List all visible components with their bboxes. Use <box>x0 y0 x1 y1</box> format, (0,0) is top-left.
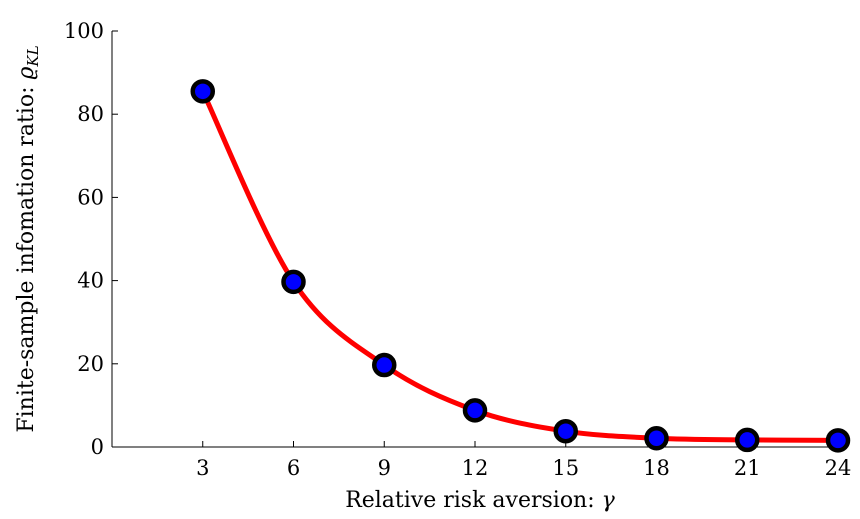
x-tick-label: 6 <box>287 456 300 480</box>
y-ticks: 0 20 40 60 80 100 <box>64 19 118 459</box>
y-tick-label: 80 <box>77 102 104 126</box>
x-tick-label: 3 <box>196 456 209 480</box>
data-point-marker <box>735 427 760 453</box>
x-tick-label: 18 <box>643 456 670 480</box>
data-point-marker <box>462 398 488 423</box>
y-axis-label-math: ϱ <box>14 66 39 79</box>
y-axis-label-text: Finite-sample infomation ratio: <box>14 79 39 432</box>
x-axis-label-text: Relative risk aversion: <box>345 488 601 513</box>
y-tick-label: 100 <box>64 19 104 43</box>
x-axis-label: Relative risk aversion: γ <box>345 488 615 513</box>
data-point-marker <box>190 79 215 104</box>
data-point-marker <box>825 428 851 453</box>
x-tick-label: 12 <box>462 456 489 480</box>
y-tick-label: 60 <box>77 185 104 209</box>
x-tick-label: 21 <box>734 456 761 480</box>
x-ticks: 3 6 9 12 15 18 21 24 <box>196 441 851 480</box>
data-point-marker <box>644 426 669 451</box>
x-axis-label-math: γ <box>602 488 616 513</box>
y-tick-label: 20 <box>77 352 104 376</box>
x-tick-label: 15 <box>552 456 579 480</box>
y-tick-label: 0 <box>91 435 104 459</box>
markers <box>190 79 851 453</box>
data-point-marker <box>281 269 306 295</box>
y-axis-label: Finite-sample infomation ratio: ϱKL <box>14 45 42 432</box>
x-tick-label: 24 <box>825 456 852 480</box>
series-line <box>200 88 841 443</box>
data-point-marker <box>553 418 578 444</box>
y-tick-label: 40 <box>77 269 104 293</box>
x-tick-label: 9 <box>378 456 391 480</box>
y-axis-label-subscript: KL <box>24 45 42 67</box>
data-point-marker <box>372 352 397 378</box>
